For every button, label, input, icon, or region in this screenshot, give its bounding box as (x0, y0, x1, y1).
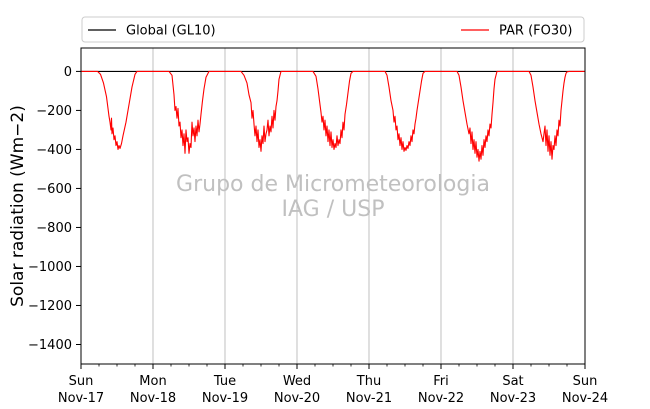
y-tick-label-0: 0 (64, 65, 72, 80)
x-tick-date-4: Nov-21 (346, 391, 392, 406)
y-tick-label-7: −1400 (28, 338, 72, 353)
x-tick-day-5: Fri (433, 374, 449, 389)
y-tick-label-1: −200 (36, 104, 72, 119)
x-axis: Sun Nov-17 Mon Nov-18 Tue Nov-19 Wed Nov-20 Thu N… (58, 364, 608, 406)
x-tick-date-3: Nov-20 (274, 391, 320, 406)
x-tick-date-1: Nov-18 (130, 391, 176, 406)
y-tick-label-5: −1000 (28, 260, 72, 275)
y-tick-label-3: −600 (36, 182, 72, 197)
vertical-gridlines (152, 48, 514, 364)
x-tick-date-2: Nov-19 (202, 391, 248, 406)
x-tick-date-6: Nov-23 (490, 391, 536, 406)
x-tick-date-7: Nov-24 (562, 391, 608, 406)
y-tick-label-6: −1200 (28, 299, 72, 314)
x-tick-day-7: Sun (573, 374, 598, 389)
x-tick-day-0: Sun (69, 374, 94, 389)
watermark-line-2: IAG / USP (282, 197, 385, 222)
x-tick-day-1: Mon (139, 374, 166, 389)
legend-label-par: PAR (FO30) (499, 24, 572, 39)
x-tick-day-4: Thu (356, 374, 381, 389)
x-tick-day-2: Tue (213, 374, 236, 389)
series-lines (81, 70, 585, 162)
legend-label-global: Global (GL10) (126, 24, 216, 39)
y-tick-label-4: −800 (36, 221, 72, 236)
x-tick-day-3: Wed (283, 374, 311, 389)
x-tick-date-0: Nov-17 (58, 391, 104, 406)
y-axis: 0 −200 −400 −600 −800 −1000 −1200 −1400 (28, 65, 81, 353)
legend: Global (GL10) PAR (FO30) (81, 16, 585, 43)
y-tick-label-2: −400 (36, 143, 72, 158)
x-tick-day-6: Sat (502, 374, 523, 389)
x-tick-date-5: Nov-22 (418, 391, 464, 406)
y-axis-label: Solar radiation (Wm−2) (8, 105, 28, 307)
legend-box (81, 16, 585, 43)
watermark-line-1: Grupo de Micrometeorologia (176, 172, 490, 197)
watermark: Grupo de Micrometeorologia IAG / USP (176, 172, 490, 222)
series-line-1 (81, 70, 585, 162)
